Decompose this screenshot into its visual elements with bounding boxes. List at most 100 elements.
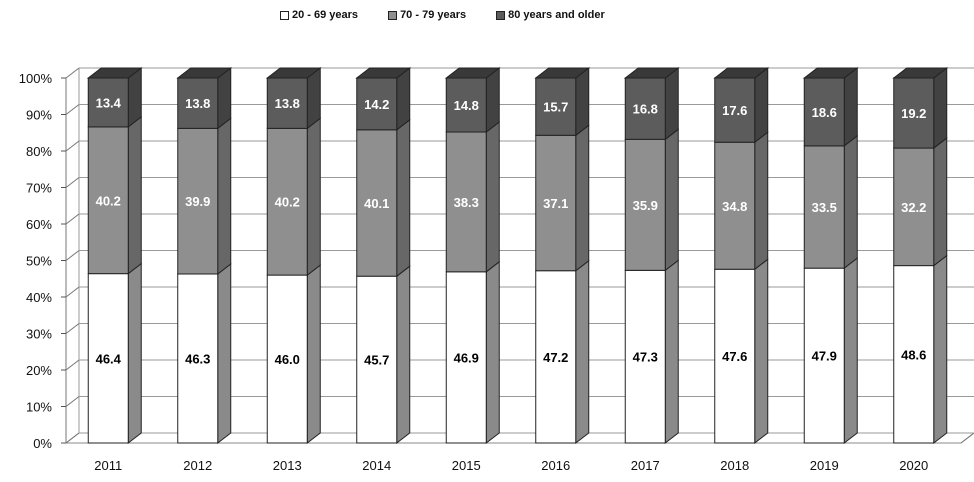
bar-segment-side bbox=[127, 262, 142, 445]
y-tick-label: 40% bbox=[26, 290, 52, 305]
bar-top-face bbox=[802, 67, 859, 79]
bar-segment bbox=[266, 77, 308, 129]
bar-segment-side bbox=[575, 124, 590, 272]
y-axis-ticks: 0% 10% 20% 30% 40% 50% 60% 70% 80% 90% 100% bbox=[19, 71, 66, 451]
gridline-diag bbox=[65, 359, 80, 371]
data-label: 46.0 bbox=[275, 352, 300, 367]
y-tick-label: 60% bbox=[26, 217, 52, 232]
x-tick-label: 2016 bbox=[541, 458, 570, 473]
legend-label-80-plus: 80 years and older bbox=[508, 9, 605, 21]
data-label: 47.2 bbox=[543, 350, 568, 365]
bar-segment-side bbox=[843, 66, 858, 147]
x-axis-ticks: 2011 2012 2013 2014 2015 2016 2017 2018 2019 2020 bbox=[94, 458, 928, 473]
bar-segment-side bbox=[575, 66, 590, 137]
data-label: 32.2 bbox=[901, 200, 926, 215]
bar-segment-side bbox=[485, 121, 500, 273]
chart-legend: 20 - 69 years 70 - 79 years 80 years and… bbox=[280, 9, 605, 21]
legend-label-20-69: 20 - 69 years bbox=[292, 9, 359, 21]
bar-segment bbox=[893, 147, 935, 267]
bar-segment bbox=[714, 77, 756, 143]
bar-segment-side bbox=[217, 262, 232, 445]
bar-segment bbox=[714, 268, 756, 444]
bar-segment-side bbox=[933, 66, 948, 150]
legend-swatch-80-plus bbox=[496, 10, 506, 20]
legend-item-20-69: 20 - 69 years bbox=[280, 9, 358, 21]
bar-segment-side bbox=[754, 258, 769, 445]
bar-segment bbox=[803, 77, 845, 147]
y-tick-label: 0% bbox=[33, 436, 52, 451]
gridline-diag bbox=[65, 432, 80, 444]
bar-segment-side bbox=[396, 66, 411, 131]
bar-segment-side bbox=[575, 259, 590, 445]
data-label: 38.3 bbox=[454, 195, 479, 210]
bar-segment-side bbox=[306, 117, 321, 277]
chart-bars: 46.4 40.2 13.4 46.3 39.9 13.8 46.0 40.2 13.8 45.7… bbox=[86, 66, 949, 445]
bar-segment-side bbox=[306, 264, 321, 445]
bar-top-face bbox=[176, 67, 233, 79]
legend-label-70-79: 70 - 79 years bbox=[400, 9, 467, 21]
legend-swatch-20-69 bbox=[280, 10, 289, 20]
bar-segment bbox=[87, 77, 129, 128]
bar-segment-side bbox=[127, 115, 142, 275]
data-label: 13.8 bbox=[275, 96, 300, 111]
bar-segment-side bbox=[217, 117, 232, 276]
bar-segment bbox=[445, 131, 487, 273]
bar-segment bbox=[177, 127, 219, 275]
data-label: 40.2 bbox=[275, 195, 300, 210]
data-label: 34.8 bbox=[722, 199, 747, 214]
gridline-diag bbox=[65, 396, 80, 407]
data-label: 18.6 bbox=[812, 105, 837, 120]
data-label: 16.8 bbox=[633, 102, 658, 117]
bar-segment-side bbox=[843, 134, 858, 270]
gridline-diag bbox=[65, 177, 80, 188]
bar-segment-side bbox=[664, 259, 679, 445]
data-label: 46.3 bbox=[185, 352, 210, 367]
bar-segment-side bbox=[843, 257, 858, 445]
data-label: 13.4 bbox=[96, 95, 122, 110]
x-tick-label: 2018 bbox=[720, 458, 749, 473]
gridline-diag bbox=[65, 140, 80, 152]
bar-segment bbox=[624, 138, 666, 271]
gridline-diag bbox=[65, 104, 80, 115]
bar-top-face bbox=[355, 67, 412, 79]
bar-segment bbox=[893, 265, 935, 444]
gridline-diag bbox=[65, 323, 80, 334]
bar-segment bbox=[177, 273, 219, 444]
data-label: 35.9 bbox=[633, 198, 658, 213]
gridline-diag bbox=[65, 67, 80, 79]
x-tick-label: 2013 bbox=[273, 458, 302, 473]
bar-segment-side bbox=[933, 254, 948, 445]
bar-segment bbox=[535, 270, 577, 444]
y-tick-label: 100% bbox=[19, 71, 53, 86]
data-label: 15.7 bbox=[543, 100, 568, 115]
bar-top-face bbox=[534, 67, 591, 79]
bar-top-face bbox=[86, 67, 143, 79]
gridline-diag bbox=[65, 250, 80, 261]
data-label: 46.9 bbox=[454, 350, 479, 365]
bar-segment bbox=[803, 267, 845, 444]
bar-top-face bbox=[623, 67, 680, 79]
data-label: 13.8 bbox=[185, 96, 210, 111]
bar-top-face bbox=[713, 67, 770, 79]
data-label: 40.1 bbox=[364, 196, 389, 211]
bar-segment-side bbox=[664, 66, 679, 141]
floor-right-edge bbox=[960, 432, 974, 444]
bar-top-face bbox=[444, 67, 501, 79]
bar-segment-side bbox=[396, 118, 411, 278]
bar-segment bbox=[714, 141, 756, 270]
data-label: 46.4 bbox=[96, 351, 122, 366]
legend-item-80-plus: 80 years and older bbox=[496, 9, 605, 21]
x-tick-label: 2011 bbox=[94, 458, 122, 473]
y-tick-label: 70% bbox=[26, 181, 52, 196]
y-tick-label: 50% bbox=[26, 254, 52, 269]
x-tick-label: 2012 bbox=[183, 458, 212, 473]
data-label: 39.9 bbox=[185, 194, 210, 209]
bar-segment bbox=[177, 77, 219, 129]
data-label: 47.9 bbox=[812, 349, 837, 364]
data-label: 48.6 bbox=[901, 347, 926, 362]
gridline-diag bbox=[65, 286, 80, 298]
bar-segment-side bbox=[754, 131, 769, 271]
bar-segment-side bbox=[396, 265, 411, 445]
legend-item-70-79: 70 - 79 years bbox=[388, 9, 466, 21]
